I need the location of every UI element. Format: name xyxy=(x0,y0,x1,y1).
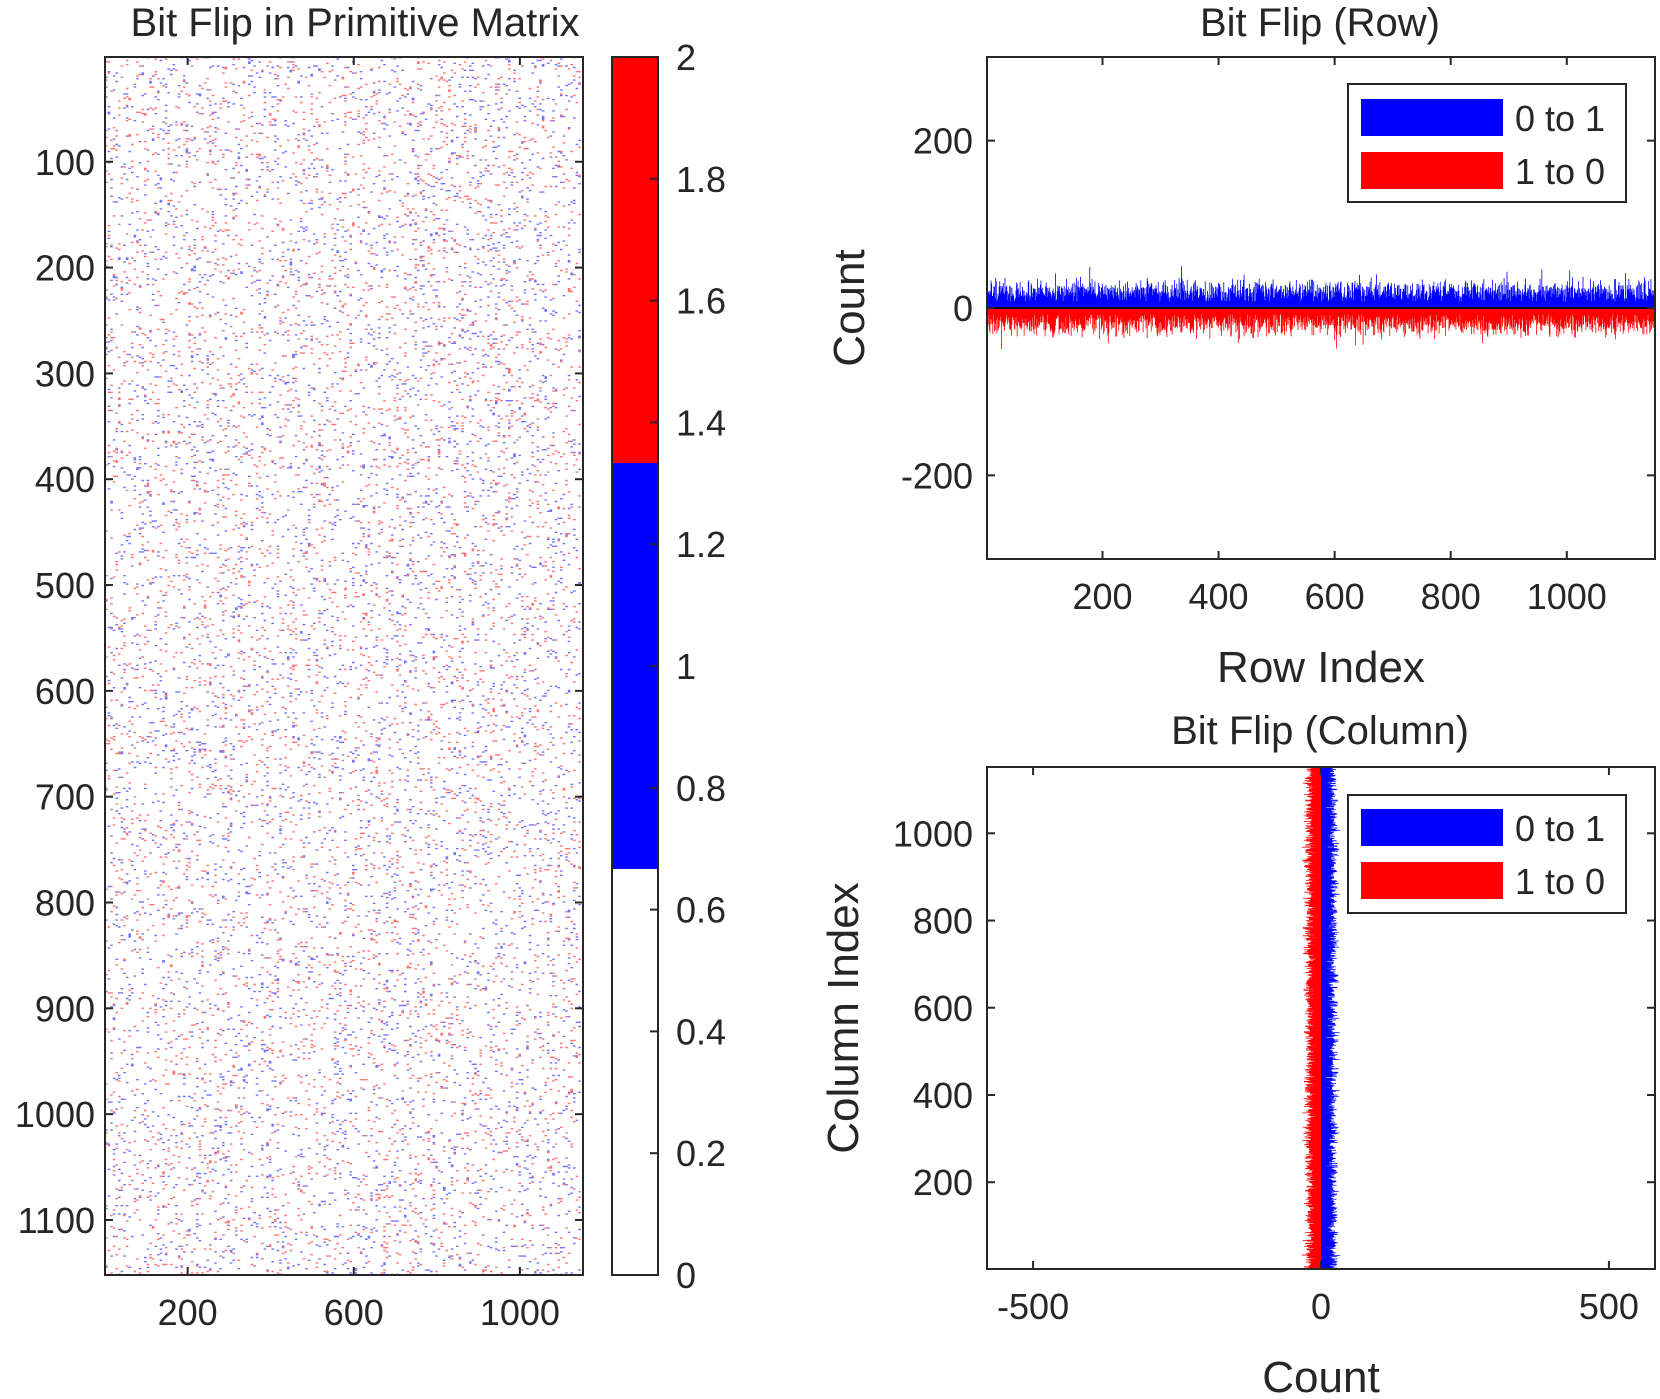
row-y-ticks: -200 0 200 xyxy=(901,121,1655,496)
row-panel: Bit Flip (Row) 200 400 600 800 1000 -200 0 200… xyxy=(825,1,1656,692)
column-y-tick-label: 600 xyxy=(913,988,973,1029)
row-x-axis-label: Row Index xyxy=(1217,643,1425,692)
column-legend-swatch-0-to-1 xyxy=(1361,809,1503,846)
colorbar-tick-label: 0.4 xyxy=(676,1011,726,1052)
heatmap-y-tick-label: 400 xyxy=(35,459,95,500)
heatmap-x-tick-label: 200 xyxy=(158,1292,218,1333)
heatmap-panel: Bit Flip in Primitive Matrix 200 600 1000 … xyxy=(15,1,726,1333)
heatmap-y-tick-label: 700 xyxy=(35,777,95,818)
column-x-tick-label: -500 xyxy=(997,1286,1069,1327)
colorbar-tick-label: 1.2 xyxy=(676,524,726,565)
colorbar-tick-label: 0.8 xyxy=(676,768,726,809)
heatmap-x-tick-label: 600 xyxy=(324,1292,384,1333)
row-x-ticks: 200 400 600 800 1000 xyxy=(1072,57,1607,617)
heatmap-cells xyxy=(105,57,581,1275)
column-y-tick-label: 200 xyxy=(913,1162,973,1203)
column-legend-label-1-to-0: 1 to 0 xyxy=(1515,861,1605,902)
colorbar-tick-label: 1 xyxy=(676,646,696,687)
row-legend-label-1-to-0: 1 to 0 xyxy=(1515,151,1605,192)
row-chart-title: Bit Flip (Row) xyxy=(1200,1,1440,45)
colorbar-tick-label: 1.4 xyxy=(676,402,726,443)
heatmap-y-ticks: 100 200 300 400 500 600 700 800 900 1000 1100 xyxy=(15,142,583,1241)
heatmap-x-ticks: 200 600 1000 xyxy=(158,57,560,1333)
colorbar-tick-label: 2 xyxy=(676,37,696,78)
colorbar-band xyxy=(612,57,658,464)
row-x-tick-label: 400 xyxy=(1189,576,1249,617)
colorbar-ticks: 0 0.2 0.4 0.6 0.8 1 1.2 1.4 1.6 1.8 2 xyxy=(650,37,726,1296)
colorbar-tick-label: 1.6 xyxy=(676,281,726,322)
row-x-tick-label: 800 xyxy=(1421,576,1481,617)
heatmap-x-tick-label: 1000 xyxy=(480,1292,560,1333)
heatmap-y-tick-label: 900 xyxy=(35,988,95,1029)
row-x-tick-label: 1000 xyxy=(1527,576,1607,617)
column-chart-title: Bit Flip (Column) xyxy=(1171,709,1469,753)
heatmap-y-tick-label: 1000 xyxy=(15,1094,95,1135)
row-bars xyxy=(986,266,1656,350)
column-y-axis-label: Column Index xyxy=(819,882,868,1153)
column-y-tick-label: 400 xyxy=(913,1075,973,1116)
row-x-tick-label: 600 xyxy=(1305,576,1365,617)
heatmap-title: Bit Flip in Primitive Matrix xyxy=(131,1,580,45)
row-y-tick-label: 200 xyxy=(913,121,973,162)
heatmap-y-tick-label: 800 xyxy=(35,883,95,924)
heatmap-y-tick-label: 1100 xyxy=(18,1200,95,1241)
heatmap-y-tick-label: 100 xyxy=(35,142,95,183)
column-y-tick-label: 800 xyxy=(913,901,973,942)
colorbar-tick-label: 0.2 xyxy=(676,1133,726,1174)
column-y-ticks: 200 400 600 800 1000 xyxy=(893,813,1655,1203)
column-x-ticks: -500 0 500 xyxy=(997,767,1639,1327)
row-y-axis-label: Count xyxy=(825,249,874,366)
column-legend-swatch-1-to-0 xyxy=(1361,862,1503,899)
heatmap-frame xyxy=(104,56,584,1276)
row-legend: 0 to 1 1 to 0 xyxy=(1347,83,1627,203)
column-x-tick-label: 0 xyxy=(1311,1286,1331,1327)
row-legend-swatch-0-to-1 xyxy=(1361,99,1503,136)
colorbar-tick-label: 1.8 xyxy=(676,159,726,200)
row-x-tick-label: 200 xyxy=(1072,576,1132,617)
column-x-tick-label: 500 xyxy=(1579,1286,1639,1327)
heatmap-cells-0-to-1 xyxy=(105,57,581,1275)
column-legend: 0 to 1 1 to 0 xyxy=(1347,794,1627,914)
row-legend-swatch-1-to-0 xyxy=(1361,152,1503,189)
column-x-axis-label: Count xyxy=(1262,1353,1379,1399)
heatmap-y-tick-label: 600 xyxy=(35,671,95,712)
row-y-tick-label: 0 xyxy=(953,288,973,329)
heatmap-cells-1-to-0 xyxy=(105,57,581,1275)
row-y-tick-label: -200 xyxy=(901,455,973,496)
colorbar-band xyxy=(612,868,658,1275)
column-legend-label-0-to-1: 0 to 1 xyxy=(1515,808,1605,849)
heatmap-y-tick-label: 500 xyxy=(35,565,95,606)
colorbar-tick-label: 0 xyxy=(676,1255,696,1296)
colorbar-bands xyxy=(612,57,658,1275)
column-y-tick-label: 1000 xyxy=(893,813,973,854)
colorbar-tick-label: 0.6 xyxy=(676,890,726,931)
heatmap-y-tick-label: 300 xyxy=(35,353,95,394)
heatmap-y-tick-label: 200 xyxy=(35,248,95,289)
row-legend-label-0-to-1: 0 to 1 xyxy=(1515,98,1605,139)
column-panel: Bit Flip (Column) -500 0 500 200 400 600 800 1… xyxy=(819,709,1656,1399)
